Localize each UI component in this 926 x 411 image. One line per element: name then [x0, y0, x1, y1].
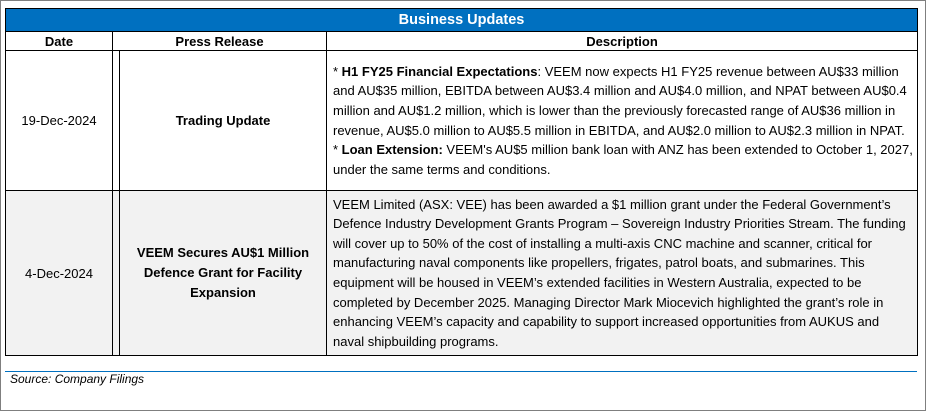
bullet-label: H1 FY25 Financial Expectations	[341, 63, 538, 79]
column-header-date: Date	[5, 31, 113, 51]
date-cell: 4-Dec-2024	[5, 190, 113, 356]
press-release-cell: Trading Update	[119, 50, 327, 191]
bullet-marker: *	[333, 63, 342, 79]
bullet-marker: *	[333, 142, 342, 158]
spacer-cell	[112, 190, 120, 356]
table-row: 4-Dec-2024 VEEM Secures AU$1 Million Def…	[5, 190, 919, 356]
description-bullet: * Loan Extension: VEEM's AU$5 million ba…	[333, 140, 913, 179]
bullet-separator: :	[537, 63, 545, 79]
column-header-description: Description	[325, 31, 919, 51]
source-note: Source: Company Filings	[10, 372, 145, 386]
description-bullet: * H1 FY25 Financial Expectations: VEEM n…	[333, 62, 913, 140]
bullet-label: Loan Extension:	[341, 142, 443, 158]
press-release-cell: VEEM Secures AU$1 Million Defence Grant …	[119, 190, 327, 356]
description-cell: VEEM Limited (ASX: VEE) has been awarded…	[325, 190, 919, 356]
source-divider	[5, 371, 917, 372]
date-cell: 19-Dec-2024	[5, 50, 113, 191]
business-updates-table: Business Updates Date Press Release Desc…	[4, 8, 919, 356]
bullet-text: VEEM now expects H1 FY25 revenue between…	[333, 63, 907, 138]
table-row: 19-Dec-2024 Trading Update * H1 FY25 Fin…	[5, 50, 919, 191]
description-cell: * H1 FY25 Financial Expectations: VEEM n…	[325, 50, 919, 191]
column-header-press-release: Press Release	[112, 31, 327, 51]
bullet-text: VEEM's AU$5 million bank loan with ANZ h…	[333, 142, 913, 177]
table-title: Business Updates	[4, 8, 919, 32]
spacer-cell	[112, 50, 120, 191]
